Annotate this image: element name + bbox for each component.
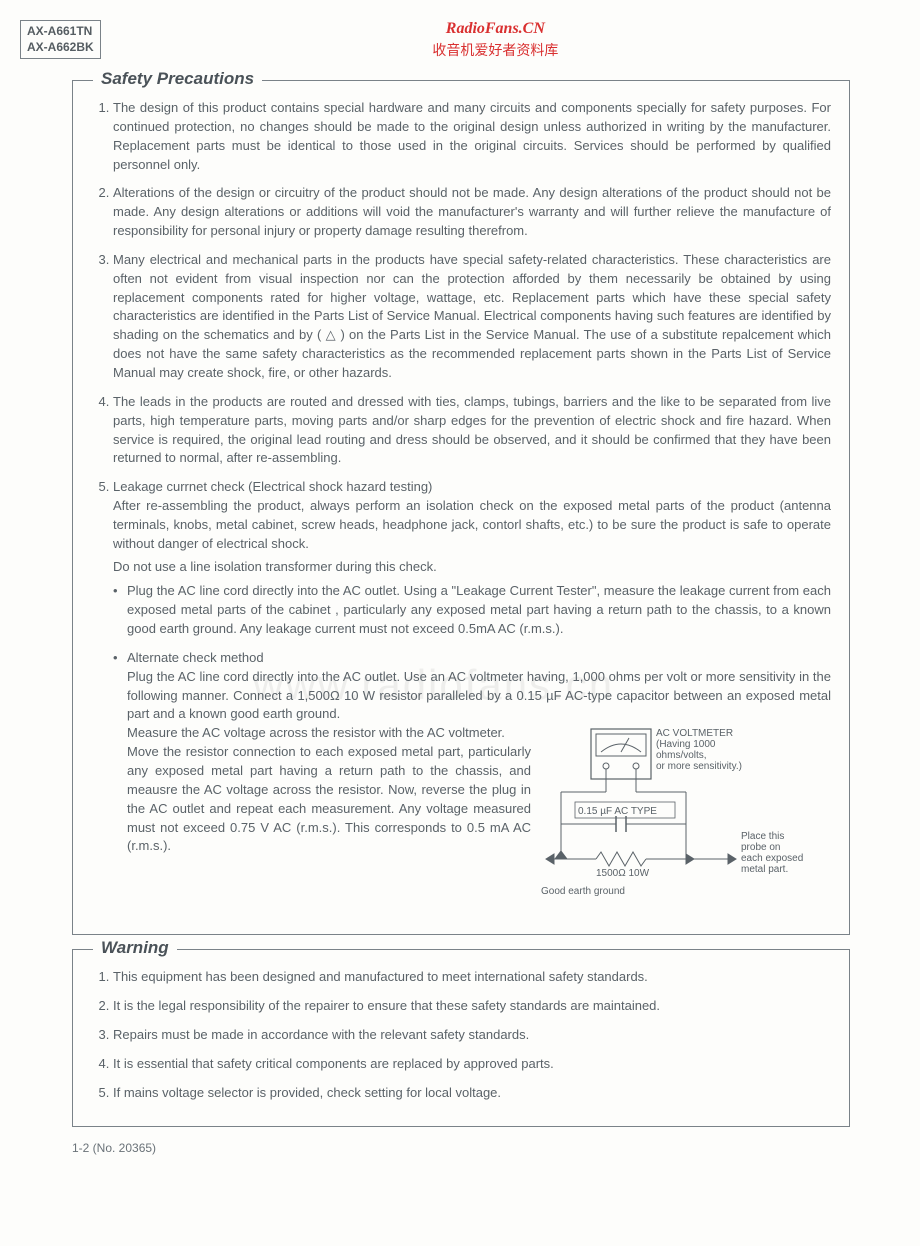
svg-text:or more sensitivity.): or more sensitivity.) [656,761,742,772]
svg-text:Place this: Place this [741,831,784,842]
safety-item: The leads in the products are routed and… [113,393,831,468]
safety-item: Many electrical and mechanical parts in … [113,251,831,383]
safety-item: Alterations of the design or circuitry o… [113,184,831,241]
safety-box: Safety Precautions www.radiofans.cn The … [72,80,850,935]
bullet2-head: Alternate check method [127,650,264,665]
safety-list: The design of this product contains spec… [91,99,831,910]
bullet2-p2: Measure the AC voltage across the resist… [127,725,505,740]
item5-body: After re-assembling the product, always … [113,498,831,551]
model-2: AX-A662BK [27,40,94,56]
header-titles: RadioFans.CN 收音机爱好者资料库 [101,20,890,60]
warning-item: Repairs must be made in accordance with … [113,1026,831,1045]
item5-intro: Leakage currnet check (Electrical shock … [113,479,432,494]
safety-item-5: Leakage currnet check (Electrical shock … [113,478,831,910]
page-footer: 1-2 (No. 20365) [72,1141,890,1155]
bullet2-left-text: Measure the AC voltage across the resist… [127,724,531,910]
warning-box: Warning This equipment has been designed… [72,949,850,1127]
bullet2-p3: Move the resistor connection to each exp… [127,744,531,853]
warning-item: It is essential that safety critical com… [113,1055,831,1074]
warning-item: This equipment has been designed and man… [113,968,831,987]
svg-text:0.15 µF AC TYPE: 0.15 µF AC TYPE [578,806,657,817]
svg-text:metal part.: metal part. [741,864,788,875]
svg-text:AC VOLTMETER: AC VOLTMETER [656,728,733,739]
safety-title: Safety Precautions [93,69,262,89]
site-subtitle: 收音机爱好者资料库 [101,40,890,60]
svg-text:(Having 1000: (Having 1000 [656,739,716,750]
warning-list: This equipment has been designed and man… [91,968,831,1102]
model-box: AX-A661TN AX-A662BK [20,20,101,59]
bullet2-p1: Plug the AC line cord directly into the … [127,669,831,722]
warning-title: Warning [93,938,177,958]
warning-item: If mains voltage selector is provided, c… [113,1084,831,1103]
item5-note: Do not use a line isolation transformer … [113,558,831,577]
svg-text:each exposed: each exposed [741,853,803,864]
warning-item: It is the legal responsibility of the re… [113,997,831,1016]
circuit-diagram: AC VOLTMETER (Having 1000 ohms/volts, or… [541,724,831,910]
site-title: RadioFans.CN [101,20,890,38]
bullet-2: Alternate check method Plug the AC line … [113,649,831,910]
svg-text:Good earth ground: Good earth ground [541,886,625,897]
item5-bullets: Plug the AC line cord directly into the … [113,582,831,910]
svg-text:ohms/volts,: ohms/volts, [656,750,707,761]
model-1: AX-A661TN [27,24,94,40]
svg-text:probe on: probe on [741,842,780,853]
svg-text:1500Ω 10W: 1500Ω 10W [596,868,650,879]
diagram-svg: AC VOLTMETER (Having 1000 ohms/volts, or… [541,724,831,904]
safety-item: The design of this product contains spec… [113,99,831,174]
bullet-1: Plug the AC line cord directly into the … [113,582,831,639]
page-header: AX-A661TN AX-A662BK RadioFans.CN 收音机爱好者资… [20,20,890,60]
